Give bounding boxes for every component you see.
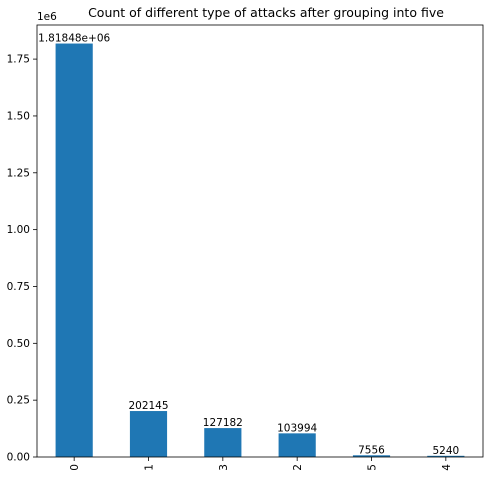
- data-label: 103994: [277, 422, 317, 434]
- bar-1: [130, 411, 167, 457]
- bar-2: [279, 433, 316, 457]
- bars: [56, 44, 465, 457]
- y-tick-label: 0.00: [7, 452, 30, 464]
- y-axis: 0.00 0.25 0.50 0.75 1.00 1.25 1.50 1.75: [7, 54, 37, 464]
- data-label: 1.81848e+06: [38, 33, 110, 45]
- bar-0: [56, 44, 93, 457]
- x-tick-label: 3: [218, 464, 230, 471]
- data-label: 127182: [203, 417, 243, 429]
- y-tick-label: 1.75: [7, 54, 30, 66]
- y-tick-label: 0.25: [7, 395, 30, 407]
- y-tick-label: 0.75: [7, 281, 30, 293]
- y-tick-label: 1.50: [7, 110, 30, 122]
- y-tick-label: 0.50: [7, 338, 30, 350]
- y-tick-label: 1.25: [7, 167, 30, 179]
- y-tick-label: 1.00: [7, 224, 30, 236]
- x-tick-label: 5: [367, 464, 379, 471]
- data-label: 5240: [432, 445, 459, 457]
- x-tick-label: 4: [441, 464, 453, 471]
- plot-frame: [37, 25, 483, 457]
- y-scale-label: 1e6: [37, 11, 57, 23]
- x-axis: 0 1 3 2 5 4: [69, 457, 453, 471]
- data-label: 202145: [128, 400, 168, 412]
- x-tick-label: 1: [144, 464, 156, 471]
- data-labels: 1.81848e+06 202145 127182 103994 7556 5240: [38, 33, 459, 457]
- data-label: 7556: [358, 444, 385, 456]
- x-tick-label: 0: [69, 464, 81, 471]
- chart-title: Count of different type of attacks after…: [88, 5, 444, 20]
- x-tick-label: 2: [292, 464, 304, 471]
- bar-3: [204, 428, 241, 457]
